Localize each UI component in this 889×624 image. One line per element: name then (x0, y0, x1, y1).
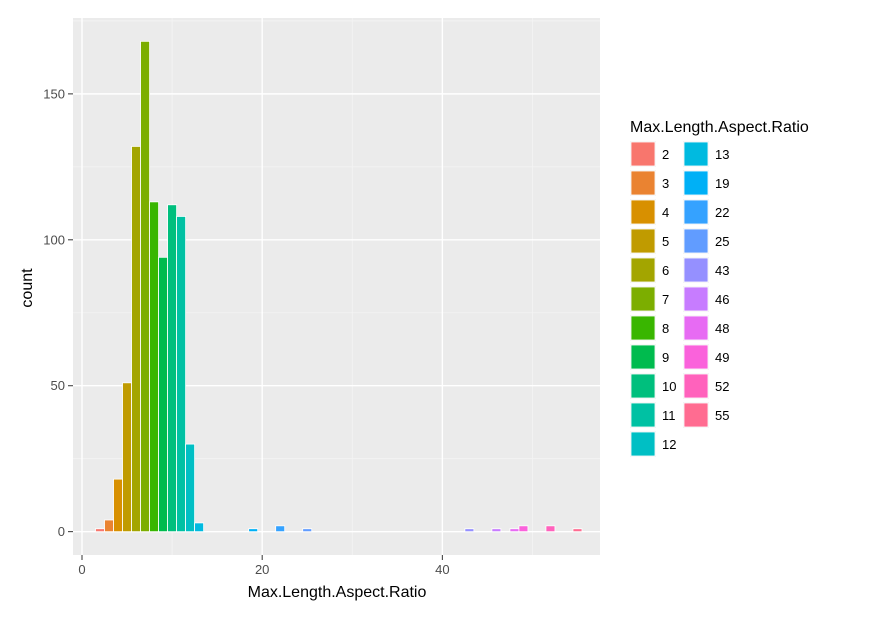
legend-swatch (683, 141, 709, 167)
x-tick-label: 20 (255, 562, 269, 577)
histogram-bar (140, 40, 150, 533)
legend-label: 13 (715, 147, 729, 162)
legend-swatch (630, 344, 656, 370)
histogram-bar (509, 528, 520, 533)
legend: Max.Length.Aspect.Ratio 2 3 4 5 6 7 8 9 10 11 12 13… (630, 119, 809, 457)
legend-label: 9 (662, 350, 669, 365)
histogram-bar (185, 443, 196, 533)
histogram-bar (104, 519, 114, 533)
histogram-bar (122, 382, 132, 533)
y-tick-label: 0 (58, 524, 65, 539)
legend-swatch (683, 373, 709, 399)
x-axis-label: Max.Length.Aspect.Ratio (248, 584, 427, 601)
histogram-bar (248, 528, 259, 533)
legend-label: 46 (715, 292, 729, 307)
legend-label: 4 (662, 205, 669, 220)
legend-swatch (683, 315, 709, 341)
histogram-bar (194, 522, 205, 533)
histogram-bar (158, 256, 168, 533)
legend-label: 49 (715, 350, 729, 365)
y-tick-label: 100 (43, 232, 65, 247)
legend-label: 2 (662, 147, 669, 162)
legend-label: 10 (662, 379, 676, 394)
legend-swatch (630, 170, 656, 196)
histogram-bar (95, 528, 105, 533)
histogram-bar (518, 525, 529, 533)
x-tick-label: 40 (435, 562, 449, 577)
legend-swatch (630, 286, 656, 312)
legend-swatch (683, 257, 709, 283)
legend-label: 43 (715, 263, 729, 278)
legend-label: 3 (662, 176, 669, 191)
histogram-bar (302, 528, 313, 533)
legend-swatch (683, 228, 709, 254)
legend-swatch (630, 402, 656, 428)
legend-swatch (683, 286, 709, 312)
histogram-bar (275, 525, 286, 533)
histogram-bar (176, 216, 187, 533)
legend-label: 19 (715, 176, 729, 191)
y-axis-label: count (19, 268, 36, 308)
legend-swatch (683, 344, 709, 370)
y-tick-label: 150 (43, 86, 65, 101)
legend-swatch (683, 199, 709, 225)
histogram-bar (464, 528, 475, 533)
histogram-bar (113, 478, 123, 533)
legend-swatch (630, 228, 656, 254)
legend-label: 12 (662, 437, 676, 452)
legend-label: 22 (715, 205, 729, 220)
legend-swatch (683, 402, 709, 428)
x-tick-label: 0 (78, 562, 85, 577)
histogram-bar (131, 146, 141, 533)
legend-label: 55 (715, 408, 729, 423)
legend-title: Max.Length.Aspect.Ratio (630, 119, 809, 136)
legend-swatch (630, 373, 656, 399)
histogram-bar (545, 525, 556, 533)
legend-label: 8 (662, 321, 669, 336)
legend-swatch (630, 315, 656, 341)
legend-items: 2 3 4 5 6 7 8 9 10 11 12 13 19 22 25 43 46 48 49 52 55 (630, 141, 729, 457)
histogram-bar (167, 204, 177, 533)
legend-swatch (683, 170, 709, 196)
histogram-bar (149, 201, 159, 533)
legend-swatch (630, 257, 656, 283)
legend-label: 52 (715, 379, 729, 394)
histogram-bar (572, 528, 583, 533)
legend-label: 5 (662, 234, 669, 249)
legend-label: 25 (715, 234, 729, 249)
histogram-bar (491, 528, 502, 533)
legend-label: 7 (662, 292, 669, 307)
legend-swatch (630, 199, 656, 225)
y-tick-label: 50 (51, 378, 65, 393)
bars (95, 40, 583, 533)
y-axis: 0 50 100 150 (43, 86, 73, 539)
legend-label: 48 (715, 321, 729, 336)
legend-swatch (630, 141, 656, 167)
legend-label: 6 (662, 263, 669, 278)
legend-swatch (630, 431, 656, 457)
x-axis: 0 20 40 (78, 555, 450, 577)
legend-label: 11 (662, 408, 676, 423)
